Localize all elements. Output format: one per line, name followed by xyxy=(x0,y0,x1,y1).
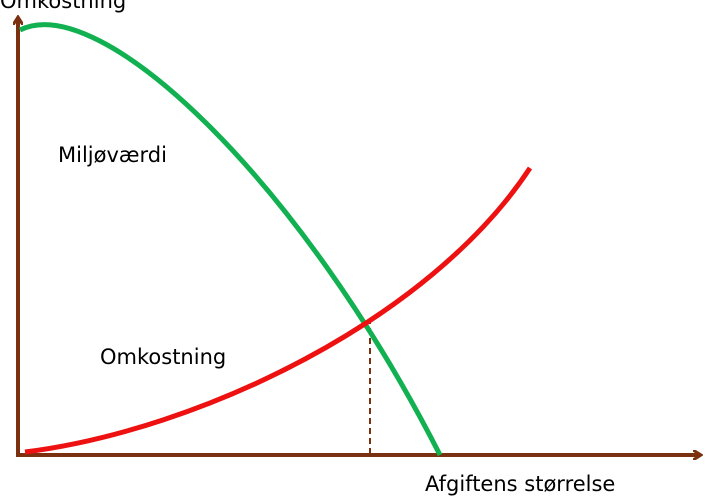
y-axis-label: Omkostning xyxy=(0,0,126,13)
curve-label: Omkostning xyxy=(100,345,226,369)
x-axis-label: Afgiftens størrelse xyxy=(425,472,615,496)
cost-curve xyxy=(24,166,533,455)
curve-label: Miljøværdi xyxy=(58,143,167,167)
environment-value-curve xyxy=(18,22,443,457)
